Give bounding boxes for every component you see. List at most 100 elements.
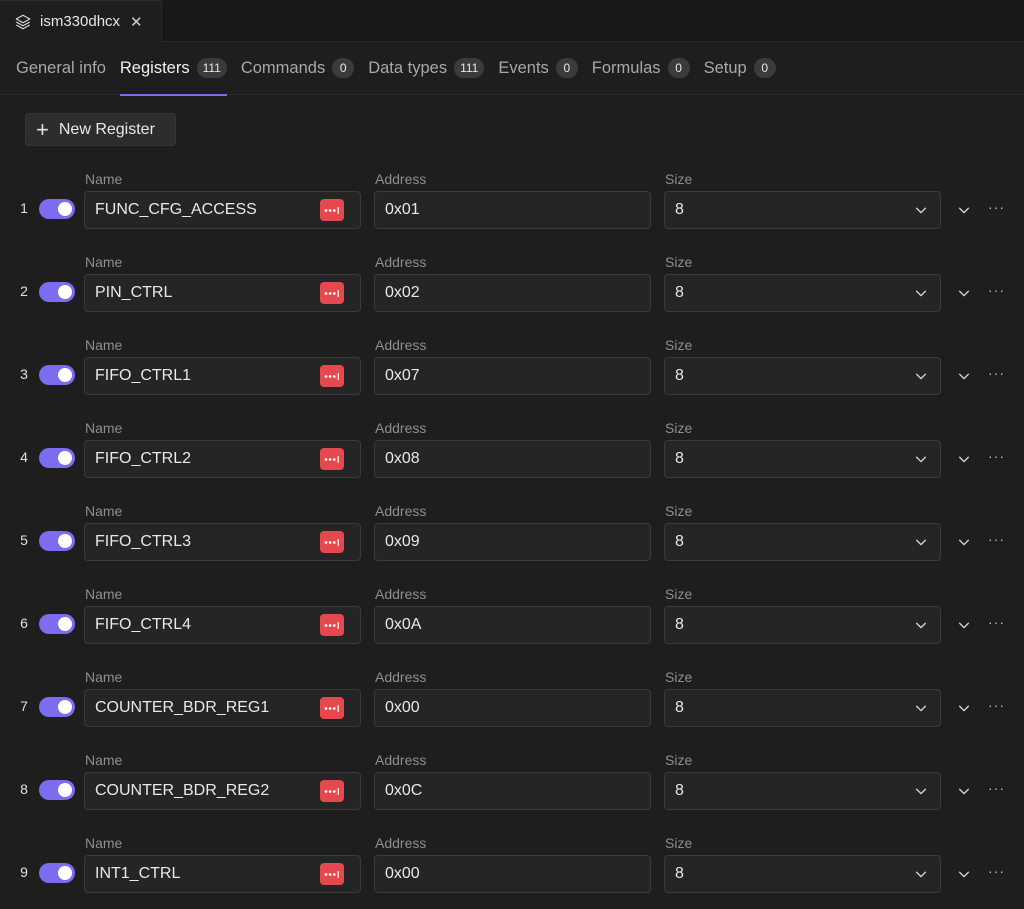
size-select[interactable]: 8: [664, 606, 941, 644]
address-label: Address: [375, 669, 427, 685]
password-dots-icon[interactable]: [320, 531, 344, 553]
register-row: Name Address Size 6 FIFO_CTRL4 0x0A 8 ··…: [0, 586, 1024, 669]
size-select[interactable]: 8: [664, 440, 941, 478]
expand-chevron-icon[interactable]: [957, 286, 971, 300]
more-horizontal-icon[interactable]: ···: [988, 531, 1005, 547]
size-label: Size: [665, 586, 693, 602]
address-value: 0x00: [385, 699, 420, 716]
size-select[interactable]: 8: [664, 523, 941, 561]
close-icon[interactable]: ✕: [130, 13, 143, 31]
address-input[interactable]: 0x02: [374, 274, 651, 312]
enable-toggle[interactable]: [39, 199, 75, 219]
name-input[interactable]: INT1_CTRL: [84, 855, 361, 893]
more-horizontal-icon[interactable]: ···: [988, 863, 1005, 879]
count-badge: 0: [753, 58, 776, 78]
name-input[interactable]: FIFO_CTRL3: [84, 523, 361, 561]
size-value: 8: [675, 367, 684, 384]
enable-toggle[interactable]: [39, 282, 75, 302]
name-input[interactable]: FUNC_CFG_ACCESS: [84, 191, 361, 229]
address-input[interactable]: 0x00: [374, 689, 651, 727]
password-dots-icon[interactable]: [320, 282, 344, 304]
address-input[interactable]: 0x09: [374, 523, 651, 561]
name-input[interactable]: FIFO_CTRL4: [84, 606, 361, 644]
name-input[interactable]: FIFO_CTRL2: [84, 440, 361, 478]
tab-commands[interactable]: Commands 0: [241, 42, 355, 95]
size-label: Size: [665, 669, 693, 685]
tab-general-info[interactable]: General info: [16, 42, 106, 95]
size-label: Size: [665, 254, 693, 270]
password-dots-icon[interactable]: [320, 780, 344, 802]
name-input[interactable]: COUNTER_BDR_REG2: [84, 772, 361, 810]
more-horizontal-icon[interactable]: ···: [988, 614, 1005, 630]
enable-toggle[interactable]: [39, 780, 75, 800]
tab-label: General info: [16, 58, 106, 77]
name-label: Name: [85, 171, 123, 187]
enable-toggle[interactable]: [39, 531, 75, 551]
password-dots-icon[interactable]: [320, 863, 344, 885]
address-label: Address: [375, 752, 427, 768]
more-horizontal-icon[interactable]: ···: [988, 448, 1005, 464]
file-tab[interactable]: ism330dhcx ✕: [0, 0, 162, 42]
address-input[interactable]: 0x00: [374, 855, 651, 893]
password-dots-icon[interactable]: [320, 614, 344, 636]
tab-formulas[interactable]: Formulas 0: [592, 42, 690, 95]
enable-toggle[interactable]: [39, 863, 75, 883]
password-dots-icon[interactable]: [320, 697, 344, 719]
tab-label: Formulas: [591, 58, 661, 77]
name-value: COUNTER_BDR_REG2: [95, 782, 270, 799]
password-dots-icon[interactable]: [320, 365, 344, 387]
more-horizontal-icon[interactable]: ···: [988, 282, 1005, 298]
expand-chevron-icon[interactable]: [957, 535, 971, 549]
expand-chevron-icon[interactable]: [957, 452, 971, 466]
more-horizontal-icon[interactable]: ···: [988, 780, 1005, 796]
name-input[interactable]: COUNTER_BDR_REG1: [84, 689, 361, 727]
expand-chevron-icon[interactable]: [957, 701, 971, 715]
size-value: 8: [675, 533, 684, 550]
size-select[interactable]: 8: [664, 274, 941, 312]
size-select[interactable]: 8: [664, 689, 941, 727]
expand-chevron-icon[interactable]: [957, 867, 971, 881]
row-index: 8: [20, 781, 28, 797]
count-badge: 0: [332, 58, 355, 78]
toggle-knob: [58, 617, 72, 631]
name-input[interactable]: FIFO_CTRL1: [84, 357, 361, 395]
size-label: Size: [665, 503, 693, 519]
more-horizontal-icon[interactable]: ···: [988, 199, 1005, 215]
size-select[interactable]: 8: [664, 191, 941, 229]
enable-toggle[interactable]: [39, 365, 75, 385]
register-row: Name Address Size 3 FIFO_CTRL1 0x07 8 ··…: [0, 337, 1024, 420]
tab-setup[interactable]: Setup 0: [704, 42, 776, 95]
address-input[interactable]: 0x0A: [374, 606, 651, 644]
address-input[interactable]: 0x01: [374, 191, 651, 229]
tab-registers[interactable]: Registers 111: [119, 42, 227, 96]
address-input[interactable]: 0x07: [374, 357, 651, 395]
row-index: 1: [20, 200, 28, 216]
password-dots-icon[interactable]: [320, 448, 344, 470]
name-value: FIFO_CTRL1: [95, 367, 192, 384]
expand-chevron-icon[interactable]: [957, 784, 971, 798]
chevron-down-icon: [914, 867, 928, 881]
size-select[interactable]: 8: [664, 357, 941, 395]
enable-toggle[interactable]: [39, 614, 75, 634]
expand-chevron-icon[interactable]: [957, 618, 971, 632]
tab-label: Setup: [703, 58, 747, 77]
size-select[interactable]: 8: [664, 855, 941, 893]
address-value: 0x0A: [385, 616, 422, 633]
expand-chevron-icon[interactable]: [957, 369, 971, 383]
more-horizontal-icon[interactable]: ···: [988, 697, 1005, 713]
address-input[interactable]: 0x0C: [374, 772, 651, 810]
tab-events[interactable]: Events 0: [498, 42, 578, 95]
address-label: Address: [375, 835, 427, 851]
name-input[interactable]: PIN_CTRL: [84, 274, 361, 312]
expand-chevron-icon[interactable]: [957, 203, 971, 217]
enable-toggle[interactable]: [39, 448, 75, 468]
new-register-button[interactable]: + New Register: [25, 113, 176, 146]
password-dots-icon[interactable]: [320, 199, 344, 221]
size-select[interactable]: 8: [664, 772, 941, 810]
enable-toggle[interactable]: [39, 697, 75, 717]
address-input[interactable]: 0x08: [374, 440, 651, 478]
size-value: 8: [675, 201, 684, 218]
more-horizontal-icon[interactable]: ···: [988, 365, 1005, 381]
address-value: 0x02: [385, 284, 420, 301]
tab-data-types[interactable]: Data types 111: [368, 42, 485, 95]
